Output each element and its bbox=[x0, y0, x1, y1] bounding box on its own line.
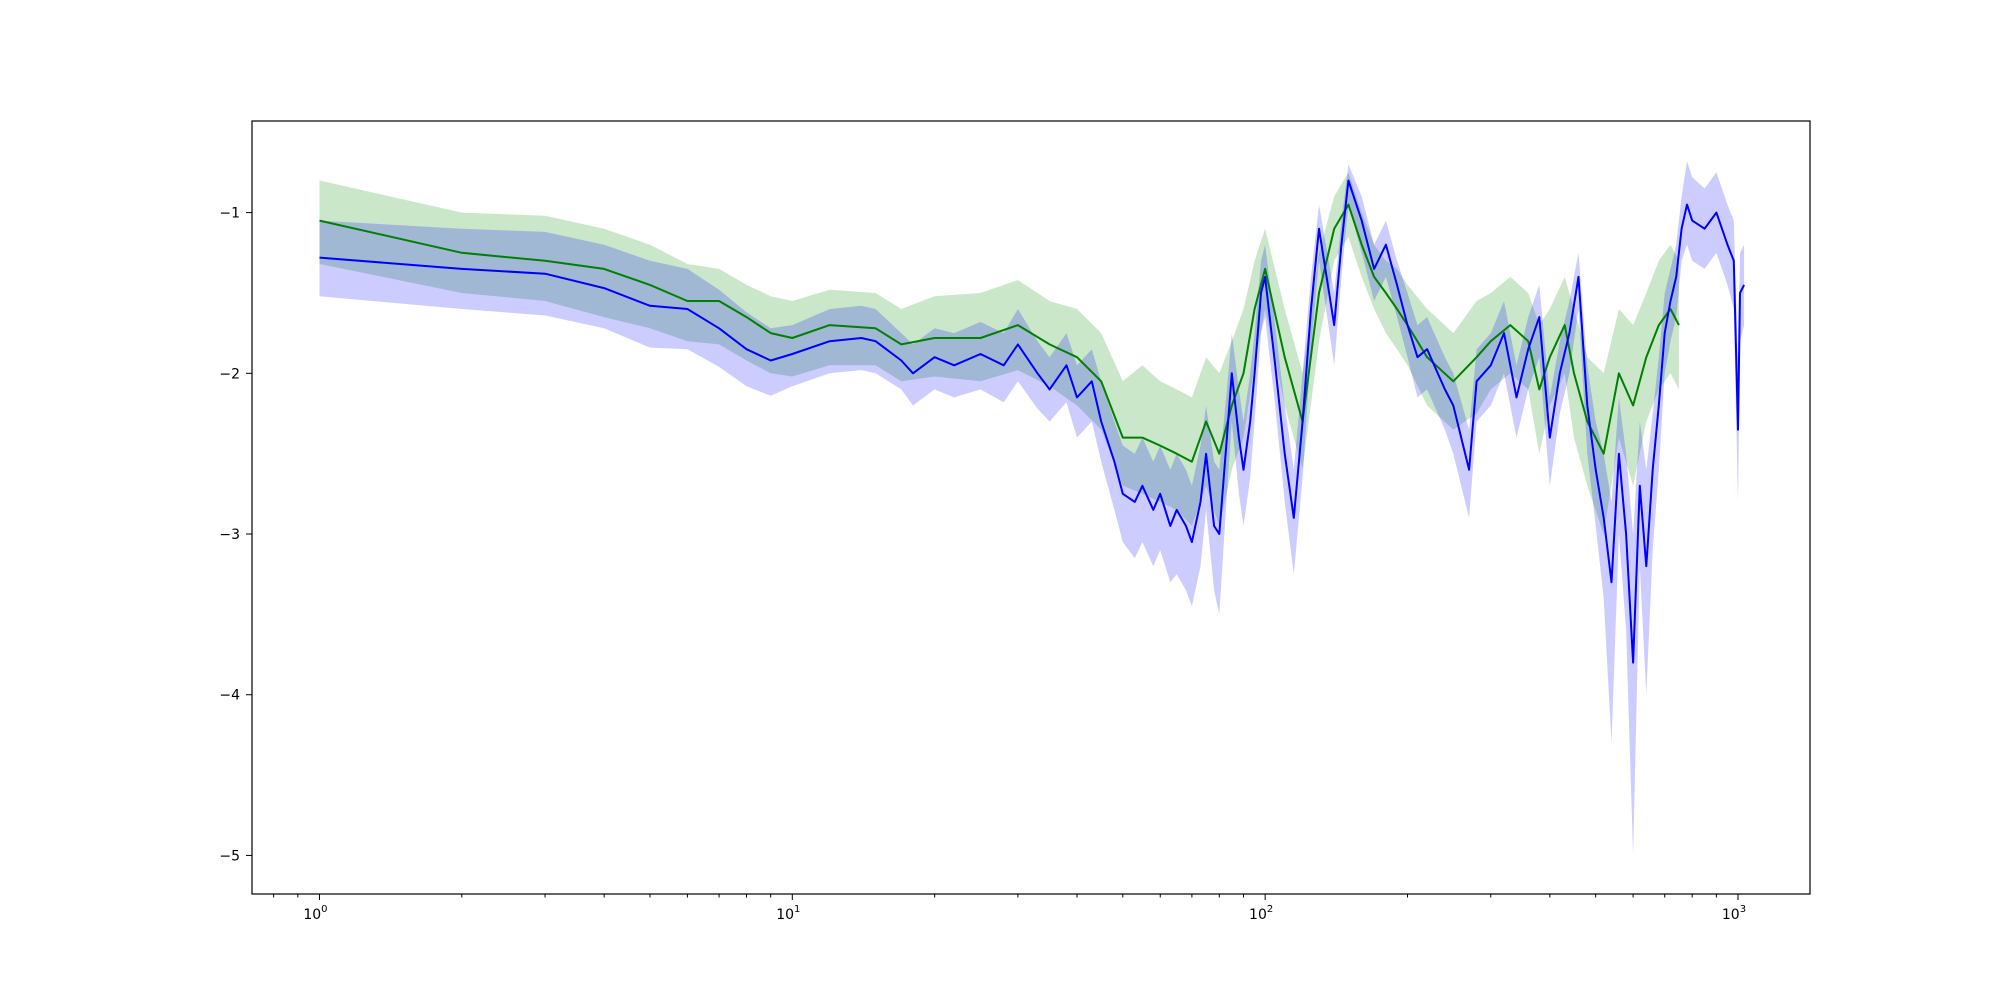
x-tick-label: 100 bbox=[303, 904, 327, 923]
series-0-line bbox=[319, 203, 1680, 463]
y-tick-label: −3 bbox=[219, 527, 240, 543]
series-1-band bbox=[319, 161, 1745, 856]
x-tick-label-exponent: 1 bbox=[794, 904, 800, 915]
x-tick-label-base: 10 bbox=[776, 907, 794, 923]
x-tick-label: 102 bbox=[1249, 904, 1273, 923]
x-tick-label-base: 10 bbox=[1722, 907, 1740, 923]
x-tick-label: 103 bbox=[1722, 904, 1746, 923]
x-axis: 100 101 102 103 bbox=[273, 894, 1746, 923]
series-1-line bbox=[319, 179, 1745, 664]
y-tick-label: −4 bbox=[219, 688, 240, 704]
x-tick-label: 101 bbox=[776, 904, 800, 923]
x-tick-label-base: 10 bbox=[303, 907, 321, 923]
y-tick-label: −1 bbox=[219, 206, 240, 222]
series-0-band bbox=[319, 172, 1679, 534]
confidence-bands bbox=[319, 161, 1745, 856]
y-tick-label: −2 bbox=[219, 366, 240, 382]
y-tick-label: −5 bbox=[219, 848, 240, 864]
x-tick-label-exponent: 3 bbox=[1740, 904, 1746, 915]
series-lines bbox=[319, 179, 1745, 664]
x-tick-label-exponent: 2 bbox=[1267, 904, 1273, 915]
y-axis: −1 −2 −3 −4 −5 bbox=[219, 206, 252, 864]
x-tick-label-exponent: 0 bbox=[321, 904, 327, 915]
plot-area bbox=[319, 161, 1745, 856]
x-tick-label-base: 10 bbox=[1249, 907, 1267, 923]
axes-frame bbox=[251, 120, 1811, 895]
